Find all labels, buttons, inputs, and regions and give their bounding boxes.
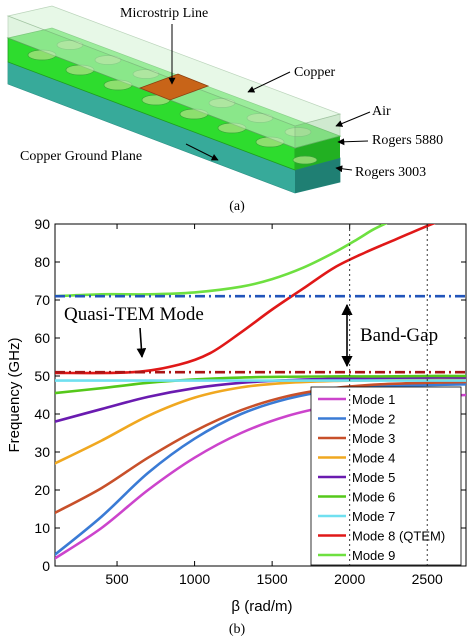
legend-label: Mode 3 xyxy=(352,431,395,446)
y-tick-label: 0 xyxy=(42,558,50,574)
legend-label: Mode 7 xyxy=(352,509,395,524)
series-curves xyxy=(55,224,466,560)
quasi-tem-arrow xyxy=(136,327,147,358)
legend-label: Mode 2 xyxy=(352,412,395,427)
series-line-mode-2 xyxy=(55,383,466,556)
legend-label: Mode 6 xyxy=(352,490,395,505)
air-box-end xyxy=(294,113,341,149)
y-tick-label: 50 xyxy=(34,368,50,384)
legend-label: Mode 8 (QTEM) xyxy=(352,529,445,544)
air-arrow xyxy=(335,111,371,127)
legend-label: Mode 4 xyxy=(352,451,395,466)
legend-label: Mode 5 xyxy=(352,470,395,485)
x-tick-label: 1000 xyxy=(179,571,210,587)
y-tick-label: 30 xyxy=(34,444,50,460)
copper-arrow xyxy=(247,71,291,93)
legend-label: Mode 9 xyxy=(352,548,395,563)
annotation-band-gap: Band-Gap xyxy=(360,325,438,346)
rogers-3003-side xyxy=(8,62,295,193)
panel-b-chart: 0 10 20 30 40 50 60 70 80 90 500 1000 1500 2000 2500 Q… xyxy=(6,216,467,637)
y-tick-label: 60 xyxy=(34,330,50,346)
x-tick-label: 2000 xyxy=(334,571,365,587)
x-tick-label: 1500 xyxy=(257,571,288,587)
legend-label: Mode 1 xyxy=(352,392,395,407)
series-line-mode-8 xyxy=(55,224,436,375)
series-line-mode-9 xyxy=(55,224,388,298)
label-air: Air xyxy=(372,104,391,119)
rogers-3003-end xyxy=(295,158,340,193)
annotation-quasi-tem: Quasi-TEM Mode xyxy=(64,304,204,325)
x-tick-label: 2500 xyxy=(412,571,443,587)
y-tick-label: 90 xyxy=(34,216,50,232)
label-microstrip-line: Microstrip Line xyxy=(120,6,208,21)
ground-arrow xyxy=(185,143,219,161)
y-tick-label: 20 xyxy=(34,482,50,498)
label-copper: Copper xyxy=(294,65,336,80)
x-tick-label: 500 xyxy=(105,571,129,587)
label-rogers-5880: Rogers 5880 xyxy=(372,133,443,148)
series-line-mode-3 xyxy=(55,380,466,515)
y-tick-label: 80 xyxy=(34,254,50,270)
caption-b: (b) xyxy=(229,622,246,637)
label-rogers-3003: Rogers 3003 xyxy=(355,165,426,180)
x-axis-label: β (rad/m) xyxy=(231,598,292,615)
panel-a-illustration: Microstrip Line Copper Air Rogers 5880 C… xyxy=(6,5,443,214)
label-copper-ground-plane: Copper Ground Plane xyxy=(20,149,142,164)
microstrip-line xyxy=(138,73,210,101)
y-tick-label: 10 xyxy=(34,520,50,536)
reference-lines xyxy=(55,224,466,566)
caption-a: (a) xyxy=(229,199,245,214)
rogers3003-arrow xyxy=(335,165,353,173)
rogers5880-arrow xyxy=(337,138,369,146)
y-tick-label: 70 xyxy=(34,292,50,308)
series-line-mode-6 xyxy=(55,374,466,395)
legend: Mode 1 Mode 2 Mode 3 Mode 4 Mode 5 Mode 6 Mode… xyxy=(310,386,462,566)
band-gap-bg xyxy=(358,320,464,348)
y-axis-label: Frequency (GHz) xyxy=(6,337,23,452)
y-tick-label: 40 xyxy=(34,406,50,422)
